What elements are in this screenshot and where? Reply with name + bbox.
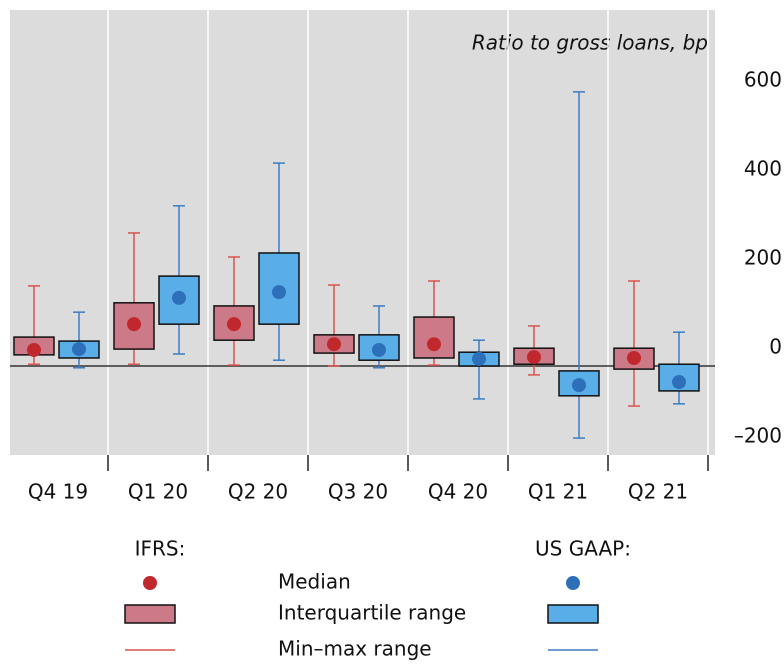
median-dot [272, 285, 286, 300]
median-dot [627, 350, 641, 365]
x-tick-label: Q4 20 [428, 480, 488, 504]
legend-series-title: US GAAP: [535, 537, 631, 561]
annotation: Ratio to gross loans, bp [472, 31, 708, 55]
y-tick-label: –200 [734, 424, 782, 448]
legend-box [547, 604, 599, 624]
y-tick-label: 400 [744, 157, 782, 181]
x-tick-label: Q2 21 [628, 480, 688, 504]
median-dot [72, 342, 86, 357]
legend-median [566, 576, 580, 590]
legend-median [143, 576, 157, 590]
x-tick-label: Q1 21 [528, 480, 588, 504]
legend-label: Interquartile range [278, 601, 466, 625]
median-dot [372, 342, 386, 357]
median-dot [527, 350, 541, 365]
y-tick-label: 0 [769, 335, 782, 359]
legend-label: Min–max range [278, 637, 432, 661]
median-dot [127, 317, 141, 332]
y-tick-label: 200 [744, 246, 782, 270]
median-dot [572, 378, 586, 393]
x-tick-label: Q4 19 [28, 480, 88, 504]
x-tick-label: Q2 20 [228, 480, 288, 504]
median-dot [172, 290, 186, 305]
legend-series-title: IFRS: [135, 537, 186, 561]
legend-label: Median [278, 570, 351, 594]
median-dot [427, 337, 441, 352]
x-tick-label: Q1 20 [128, 480, 188, 504]
plot-background [10, 10, 715, 455]
median-dot [472, 351, 486, 366]
median-dot [27, 342, 41, 357]
legend-box [124, 604, 176, 624]
x-tick-label: Q3 20 [328, 480, 388, 504]
median-dot [672, 375, 686, 390]
median-dot [327, 337, 341, 352]
median-dot [227, 317, 241, 332]
y-tick-label: 600 [744, 68, 782, 92]
